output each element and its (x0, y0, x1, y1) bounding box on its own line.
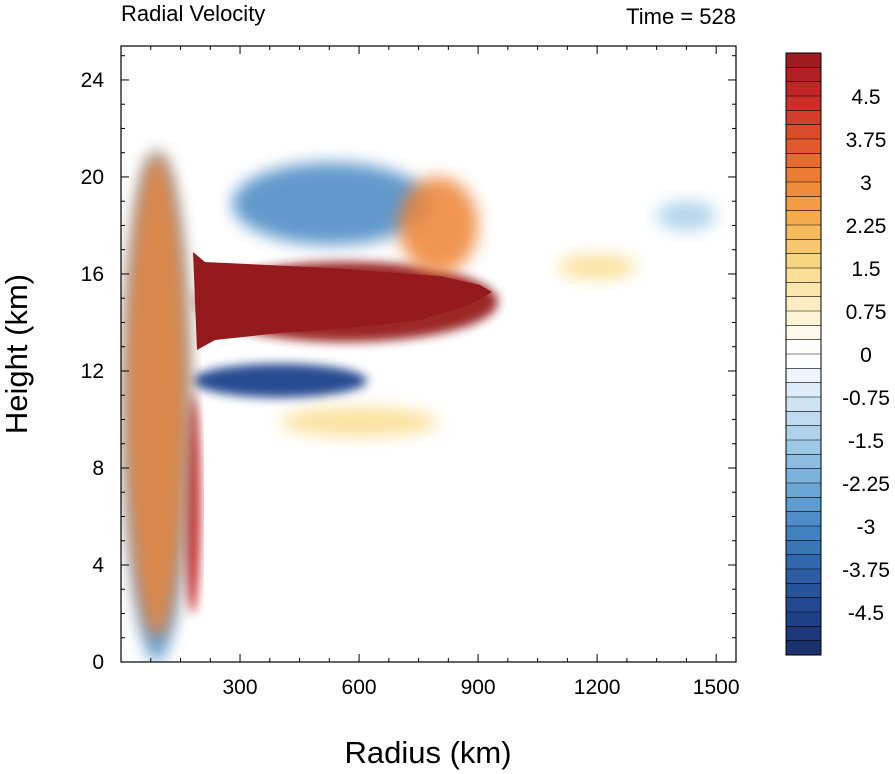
colorbar-swatch (786, 368, 821, 383)
x-tick-label: 300 (223, 676, 258, 699)
colorbar-swatch (786, 81, 821, 97)
y-tick-label: 16 (81, 263, 104, 286)
colorbar-swatch (786, 167, 821, 183)
colorbar-swatch (786, 225, 821, 240)
heatmap-feature (398, 176, 479, 274)
heatmap-feature (279, 407, 439, 437)
colorbar-swatch (786, 612, 821, 627)
y-tick-label: 4 (92, 554, 104, 577)
y-tick-label: 0 (92, 651, 104, 674)
x-axis: 300 600 900 1200 1500 (120, 46, 740, 699)
y-tick-label: 24 (81, 69, 105, 92)
x-tick-label: 900 (461, 676, 496, 699)
colorbar-swatch (786, 282, 821, 297)
time-label: Time = 528 (626, 4, 736, 29)
colorbar-swatch (786, 311, 821, 326)
colorbar-swatch (786, 425, 821, 441)
colorbar-swatch (786, 53, 821, 68)
colorbar-swatch (786, 139, 821, 154)
plot-frame (120, 45, 737, 663)
colorbar-label: 4.5 (851, 86, 880, 109)
colorbar-frame (785, 52, 822, 656)
colorbar-swatch (786, 569, 821, 584)
y-tick-label: 12 (81, 360, 104, 383)
colorbar-swatch (786, 597, 821, 613)
colorbar-swatch (786, 67, 821, 82)
colorbar-swatch (786, 526, 821, 541)
heatmap-feature (232, 162, 431, 245)
heatmap-feature (656, 201, 717, 231)
colorbar-swatch (786, 583, 821, 598)
heatmap-feature (192, 363, 367, 398)
colorbar-label: -2.25 (842, 473, 890, 496)
colorbar-label: -3 (857, 516, 876, 539)
x-tick-label: 1500 (693, 676, 740, 699)
plot-area (121, 46, 736, 662)
colorbar-swatch (786, 96, 821, 111)
y-tick-label: 20 (81, 166, 104, 189)
colorbar-swatch (786, 440, 821, 455)
colorbar-label: 0.75 (846, 301, 887, 324)
colorbar-label: -3.75 (842, 559, 890, 582)
outflow-jet-core (193, 252, 492, 350)
heatmap-feature (184, 395, 201, 614)
colorbar-swatch (786, 196, 821, 211)
colorbar-swatch (786, 182, 821, 197)
colorbar-swatch (786, 354, 821, 369)
y-tick-label: 8 (92, 457, 104, 480)
y-axis: 0 4 8 12 16 20 24 (81, 55, 736, 674)
colorbar-swatch (786, 124, 821, 140)
colorbar-swatch (786, 296, 821, 312)
colorbar-swatch (786, 268, 821, 283)
colorbar-swatch (786, 325, 821, 340)
colorbar-swatch (786, 483, 821, 498)
colorbar-swatch (786, 540, 821, 555)
colorbar-swatch (786, 640, 821, 656)
colorbar-swatch (786, 454, 821, 469)
colorbar-swatch (786, 511, 821, 527)
colorbar-label: 3.75 (846, 129, 887, 152)
colorbar-swatch (786, 339, 821, 355)
colorbar-swatch (786, 554, 821, 570)
colorbar-swatch (786, 153, 821, 168)
colorbar (785, 52, 822, 656)
colorbar-swatch (786, 382, 821, 398)
colorbar-label: 2.25 (846, 215, 887, 238)
colorbar-label: 0 (860, 344, 872, 367)
y-axis-label: Height (km) (0, 274, 34, 434)
colorbar-label: -0.75 (842, 387, 890, 410)
colorbar-swatch (786, 497, 821, 512)
heatmap-feature (557, 254, 637, 279)
colorbar-swatch (786, 468, 821, 484)
colorbar-label: -4.5 (848, 602, 884, 625)
colorbar-swatch (786, 397, 821, 412)
colorbar-label: 1.5 (851, 258, 880, 281)
heatmap-feature (124, 152, 189, 638)
colorbar-swatch (786, 110, 821, 125)
chart-title: Radial Velocity (121, 1, 265, 26)
colorbar-label: 3 (860, 172, 872, 195)
colorbar-labels: 4.5 3.75 3 2.25 1.5 0.75 0 -0.75 -1.5 -2.25 -3 -3.7… (842, 86, 890, 625)
colorbar-swatch (786, 239, 821, 254)
colorbar-swatch (786, 210, 821, 226)
x-axis-label: Radius (km) (344, 735, 511, 770)
colorbar-swatch (786, 626, 821, 641)
colorbar-swatch (786, 411, 821, 426)
colorbar-label: -1.5 (848, 430, 884, 453)
colorbar-swatch (786, 253, 821, 269)
x-tick-label: 600 (342, 676, 377, 699)
x-tick-label: 1200 (574, 676, 621, 699)
